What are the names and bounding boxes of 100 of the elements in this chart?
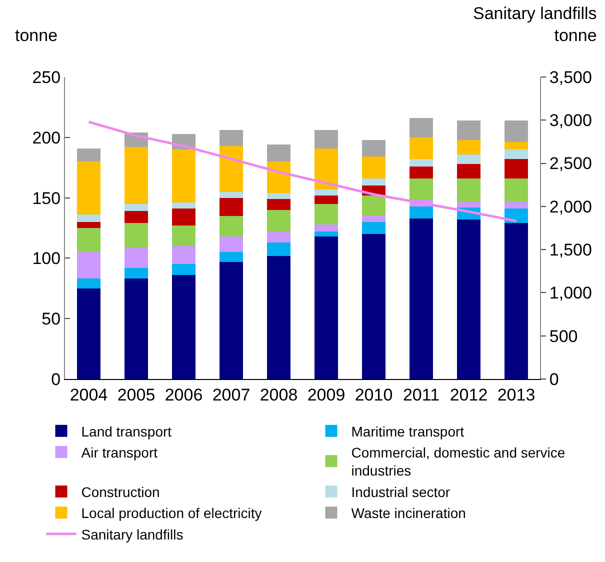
bar xyxy=(266,256,291,379)
bar xyxy=(456,140,481,154)
bar xyxy=(314,236,338,379)
y2-tick-label: 3,500 xyxy=(549,68,592,87)
bar xyxy=(362,195,386,216)
bar xyxy=(314,189,338,196)
x-tick-label: 2013 xyxy=(497,385,536,404)
legend-label: Waste incineration xyxy=(351,505,466,522)
bar xyxy=(504,142,528,150)
y2-tick-label: 0 xyxy=(549,370,559,389)
bar xyxy=(314,148,338,190)
y-tick-label: 200 xyxy=(32,128,61,148)
x-tick-label: 2012 xyxy=(450,385,488,404)
bar xyxy=(219,130,244,146)
bar xyxy=(124,278,148,379)
bar xyxy=(409,159,434,166)
bar xyxy=(456,220,481,379)
y-tick-label: 150 xyxy=(32,188,61,208)
bar xyxy=(456,201,481,208)
bar xyxy=(76,252,101,279)
x-tick-label: 2009 xyxy=(307,385,346,404)
y-tick-label: 50 xyxy=(42,310,61,329)
y-tick-label: 0 xyxy=(51,370,61,389)
bar xyxy=(504,201,528,209)
bar xyxy=(219,252,244,262)
legend-label: Sanitary landfills xyxy=(81,526,184,542)
y-tick-label: 250 xyxy=(32,68,61,87)
y2-tick-label: 3,000 xyxy=(549,111,592,130)
bar xyxy=(76,288,101,379)
bar xyxy=(362,216,386,222)
bar xyxy=(314,204,338,224)
bar xyxy=(362,140,386,157)
x-tick-label: 2011 xyxy=(402,385,440,404)
y2-tick-label: 2,000 xyxy=(549,197,592,216)
y2-tick-label: 500 xyxy=(549,326,578,346)
bar xyxy=(76,162,101,215)
legend-label: Maritime transport xyxy=(351,423,464,440)
bar xyxy=(314,224,338,232)
legend-label: Construction xyxy=(81,484,160,500)
x-tick-label: 2008 xyxy=(260,385,298,404)
bar xyxy=(219,262,244,379)
bar xyxy=(266,144,291,162)
bar xyxy=(504,149,528,160)
bar xyxy=(266,242,291,256)
x-tick-label: 2007 xyxy=(212,385,250,404)
bar xyxy=(172,208,196,226)
bar xyxy=(456,120,481,140)
bar xyxy=(124,223,148,248)
bar xyxy=(124,247,148,268)
y-tick-label: 100 xyxy=(32,249,61,268)
bar xyxy=(504,223,528,379)
bar xyxy=(172,149,196,203)
bar xyxy=(504,178,528,202)
bar xyxy=(266,210,291,232)
legend-label: Local production of electricity xyxy=(81,505,262,522)
bar xyxy=(266,232,291,242)
bar xyxy=(124,147,148,204)
bar xyxy=(409,218,434,379)
bar xyxy=(172,246,196,264)
y2-axis-title: Sanitary landfills tonne xyxy=(473,4,597,46)
bar xyxy=(219,198,244,216)
legend-label: Land transport xyxy=(81,423,172,440)
bar xyxy=(172,264,196,276)
bar xyxy=(314,232,338,236)
y2-tick-label: 2,500 xyxy=(549,154,592,174)
bar xyxy=(409,178,434,200)
bar xyxy=(504,120,528,142)
bar xyxy=(124,268,148,279)
bar xyxy=(124,211,148,224)
bar xyxy=(219,216,244,236)
bar xyxy=(456,154,481,164)
bar xyxy=(409,118,434,138)
bar xyxy=(409,206,434,218)
legend-label: Industrial sector xyxy=(351,484,450,500)
bar xyxy=(76,278,101,288)
bar xyxy=(504,208,528,224)
bar xyxy=(266,199,291,210)
bar xyxy=(124,204,148,212)
bar xyxy=(219,146,244,192)
line-series xyxy=(88,120,518,222)
bar xyxy=(456,178,481,202)
y2-tick-label: 1,000 xyxy=(549,284,592,303)
legend-label: Air transport xyxy=(81,444,158,460)
bar xyxy=(172,275,196,379)
bar xyxy=(219,236,244,252)
x-tick-label: 2004 xyxy=(70,385,108,404)
x-tick-label: 2010 xyxy=(354,385,393,404)
bar xyxy=(362,156,386,178)
bar xyxy=(266,162,291,193)
bar xyxy=(504,159,528,178)
bar xyxy=(266,192,291,200)
bar xyxy=(409,137,434,160)
bar xyxy=(219,192,244,198)
y2-tick-label: 1,500 xyxy=(549,240,592,260)
bar xyxy=(362,178,386,186)
bar xyxy=(362,234,386,379)
y-axis-title: tonne xyxy=(15,26,58,45)
bar xyxy=(76,148,101,162)
bar xyxy=(362,222,386,234)
bar xyxy=(76,228,101,252)
